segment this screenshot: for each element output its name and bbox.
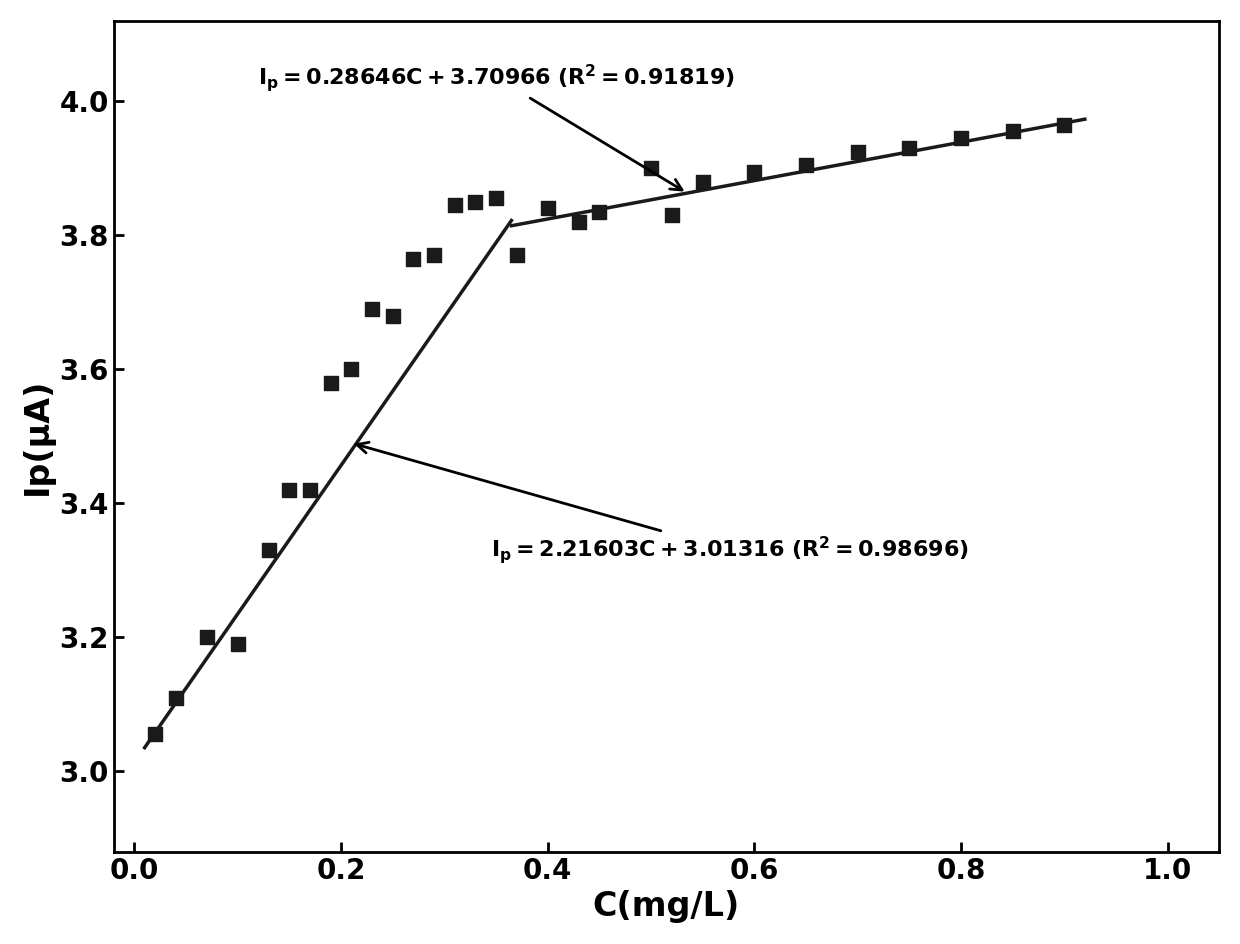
Point <box>848 143 868 159</box>
Text: $\mathbf{I_p=2.21603C+3.01316\ (R^2=0.98696)}$: $\mathbf{I_p=2.21603C+3.01316\ (R^2=0.98… <box>357 443 968 566</box>
Text: $\mathbf{I_p=0.28646C+3.70966\ (R^2=0.91819)}$: $\mathbf{I_p=0.28646C+3.70966\ (R^2=0.91… <box>258 62 735 190</box>
X-axis label: C(mg/L): C(mg/L) <box>593 890 740 923</box>
Point <box>486 191 506 206</box>
Point <box>662 208 682 223</box>
Point <box>796 158 816 173</box>
Point <box>300 482 320 497</box>
Point <box>507 248 527 263</box>
Y-axis label: Ip(μA): Ip(μA) <box>21 378 53 495</box>
Point <box>279 482 299 497</box>
Point <box>641 160 661 176</box>
Point <box>166 690 186 705</box>
Point <box>538 201 558 216</box>
Point <box>362 301 382 316</box>
Point <box>951 130 971 145</box>
Point <box>341 362 361 377</box>
Point <box>465 194 485 210</box>
Point <box>321 375 341 390</box>
Point <box>145 727 165 742</box>
Point <box>445 197 465 212</box>
Point <box>424 248 444 263</box>
Point <box>197 630 217 645</box>
Point <box>1054 117 1074 132</box>
Point <box>569 214 589 229</box>
Point <box>403 251 423 266</box>
Point <box>228 636 248 651</box>
Point <box>383 308 403 323</box>
Point <box>744 164 764 179</box>
Point <box>693 174 713 189</box>
Point <box>259 543 279 558</box>
Point <box>589 204 609 219</box>
Point <box>899 141 919 156</box>
Point <box>1003 124 1023 139</box>
